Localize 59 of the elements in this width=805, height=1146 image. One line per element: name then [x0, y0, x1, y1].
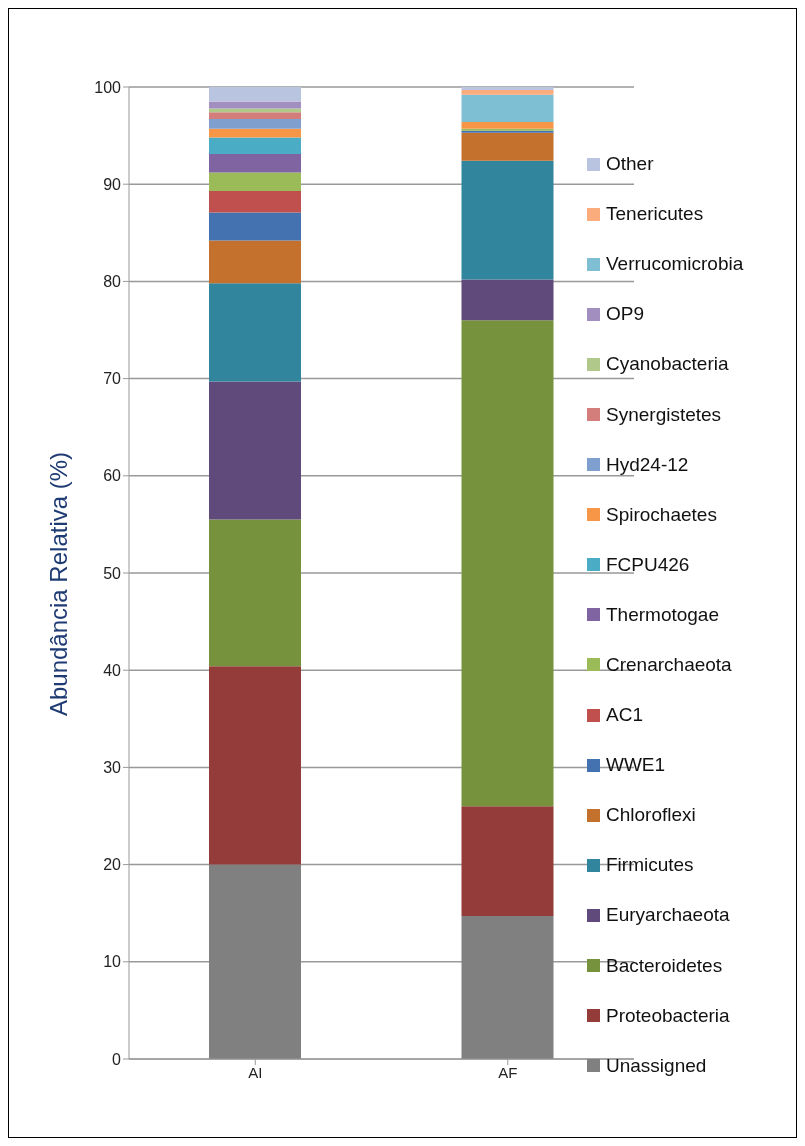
bar — [209, 137, 301, 155]
y-tick-label: 30 — [103, 759, 122, 777]
bar — [209, 108, 301, 113]
x-tick-label: AI — [248, 1063, 263, 1081]
legend-label: Proteobacteria — [605, 1003, 731, 1028]
bar — [461, 94, 554, 122]
bar — [209, 191, 301, 213]
y-tick-label: 20 — [103, 856, 122, 874]
bar — [209, 172, 301, 191]
bar — [461, 320, 554, 807]
bar — [461, 121, 554, 129]
x-tick-label: AF — [498, 1063, 518, 1081]
legend-label: WWE1 — [605, 753, 667, 778]
bar — [209, 128, 301, 138]
y-axis-title: Abundância Relativa (%) — [45, 451, 73, 717]
bar — [461, 916, 554, 1059]
legend-label: Firmicutes — [605, 853, 695, 878]
bar — [209, 864, 301, 1059]
y-tick-label: 0 — [112, 1050, 122, 1068]
bar — [461, 806, 554, 917]
legend-label: Synergistetes — [605, 402, 723, 427]
bar — [209, 666, 301, 865]
y-tick-label: 50 — [103, 564, 122, 582]
legend-label: OP9 — [605, 302, 646, 327]
bar — [209, 154, 301, 173]
bar — [209, 283, 301, 382]
bar — [461, 160, 554, 280]
legend-label: Bacteroidetes — [605, 953, 724, 978]
bar — [209, 112, 301, 120]
legend-label: Euryarchaeota — [605, 903, 731, 928]
legend-label: Spirochaetes — [605, 502, 718, 527]
bar — [209, 87, 301, 102]
y-tick-label: 60 — [103, 467, 122, 485]
bar — [209, 212, 301, 241]
y-tick-label: 10 — [103, 953, 122, 971]
y-tick-label: 80 — [103, 273, 122, 291]
bar — [209, 519, 301, 667]
y-tick-label: 70 — [103, 370, 122, 388]
legend-label: Unassigned — [605, 1053, 708, 1078]
legend-label: Hyd24-12 — [605, 452, 690, 477]
y-tick-label: 100 — [94, 78, 122, 96]
legend-label: Thermotogae — [605, 602, 720, 627]
bar — [209, 240, 301, 284]
y-tick-label: 90 — [103, 175, 122, 193]
bar — [461, 279, 554, 321]
legend-label: AC1 — [605, 703, 644, 728]
legend-label: Chloroflexi — [605, 803, 697, 828]
legend-label: Other — [605, 152, 655, 177]
bar — [209, 381, 301, 520]
legend-label: Tenericutes — [605, 202, 705, 227]
legend-label: Cyanobacteria — [605, 352, 730, 377]
legend-label: Verrucomicrobia — [605, 252, 744, 277]
y-tick-label: 40 — [103, 661, 122, 679]
bar — [461, 89, 554, 95]
legend-label: FCPU426 — [605, 552, 691, 577]
legend-label: Crenarchaeota — [605, 653, 733, 677]
bar — [209, 119, 301, 129]
bar — [461, 87, 554, 90]
bar — [461, 132, 554, 161]
